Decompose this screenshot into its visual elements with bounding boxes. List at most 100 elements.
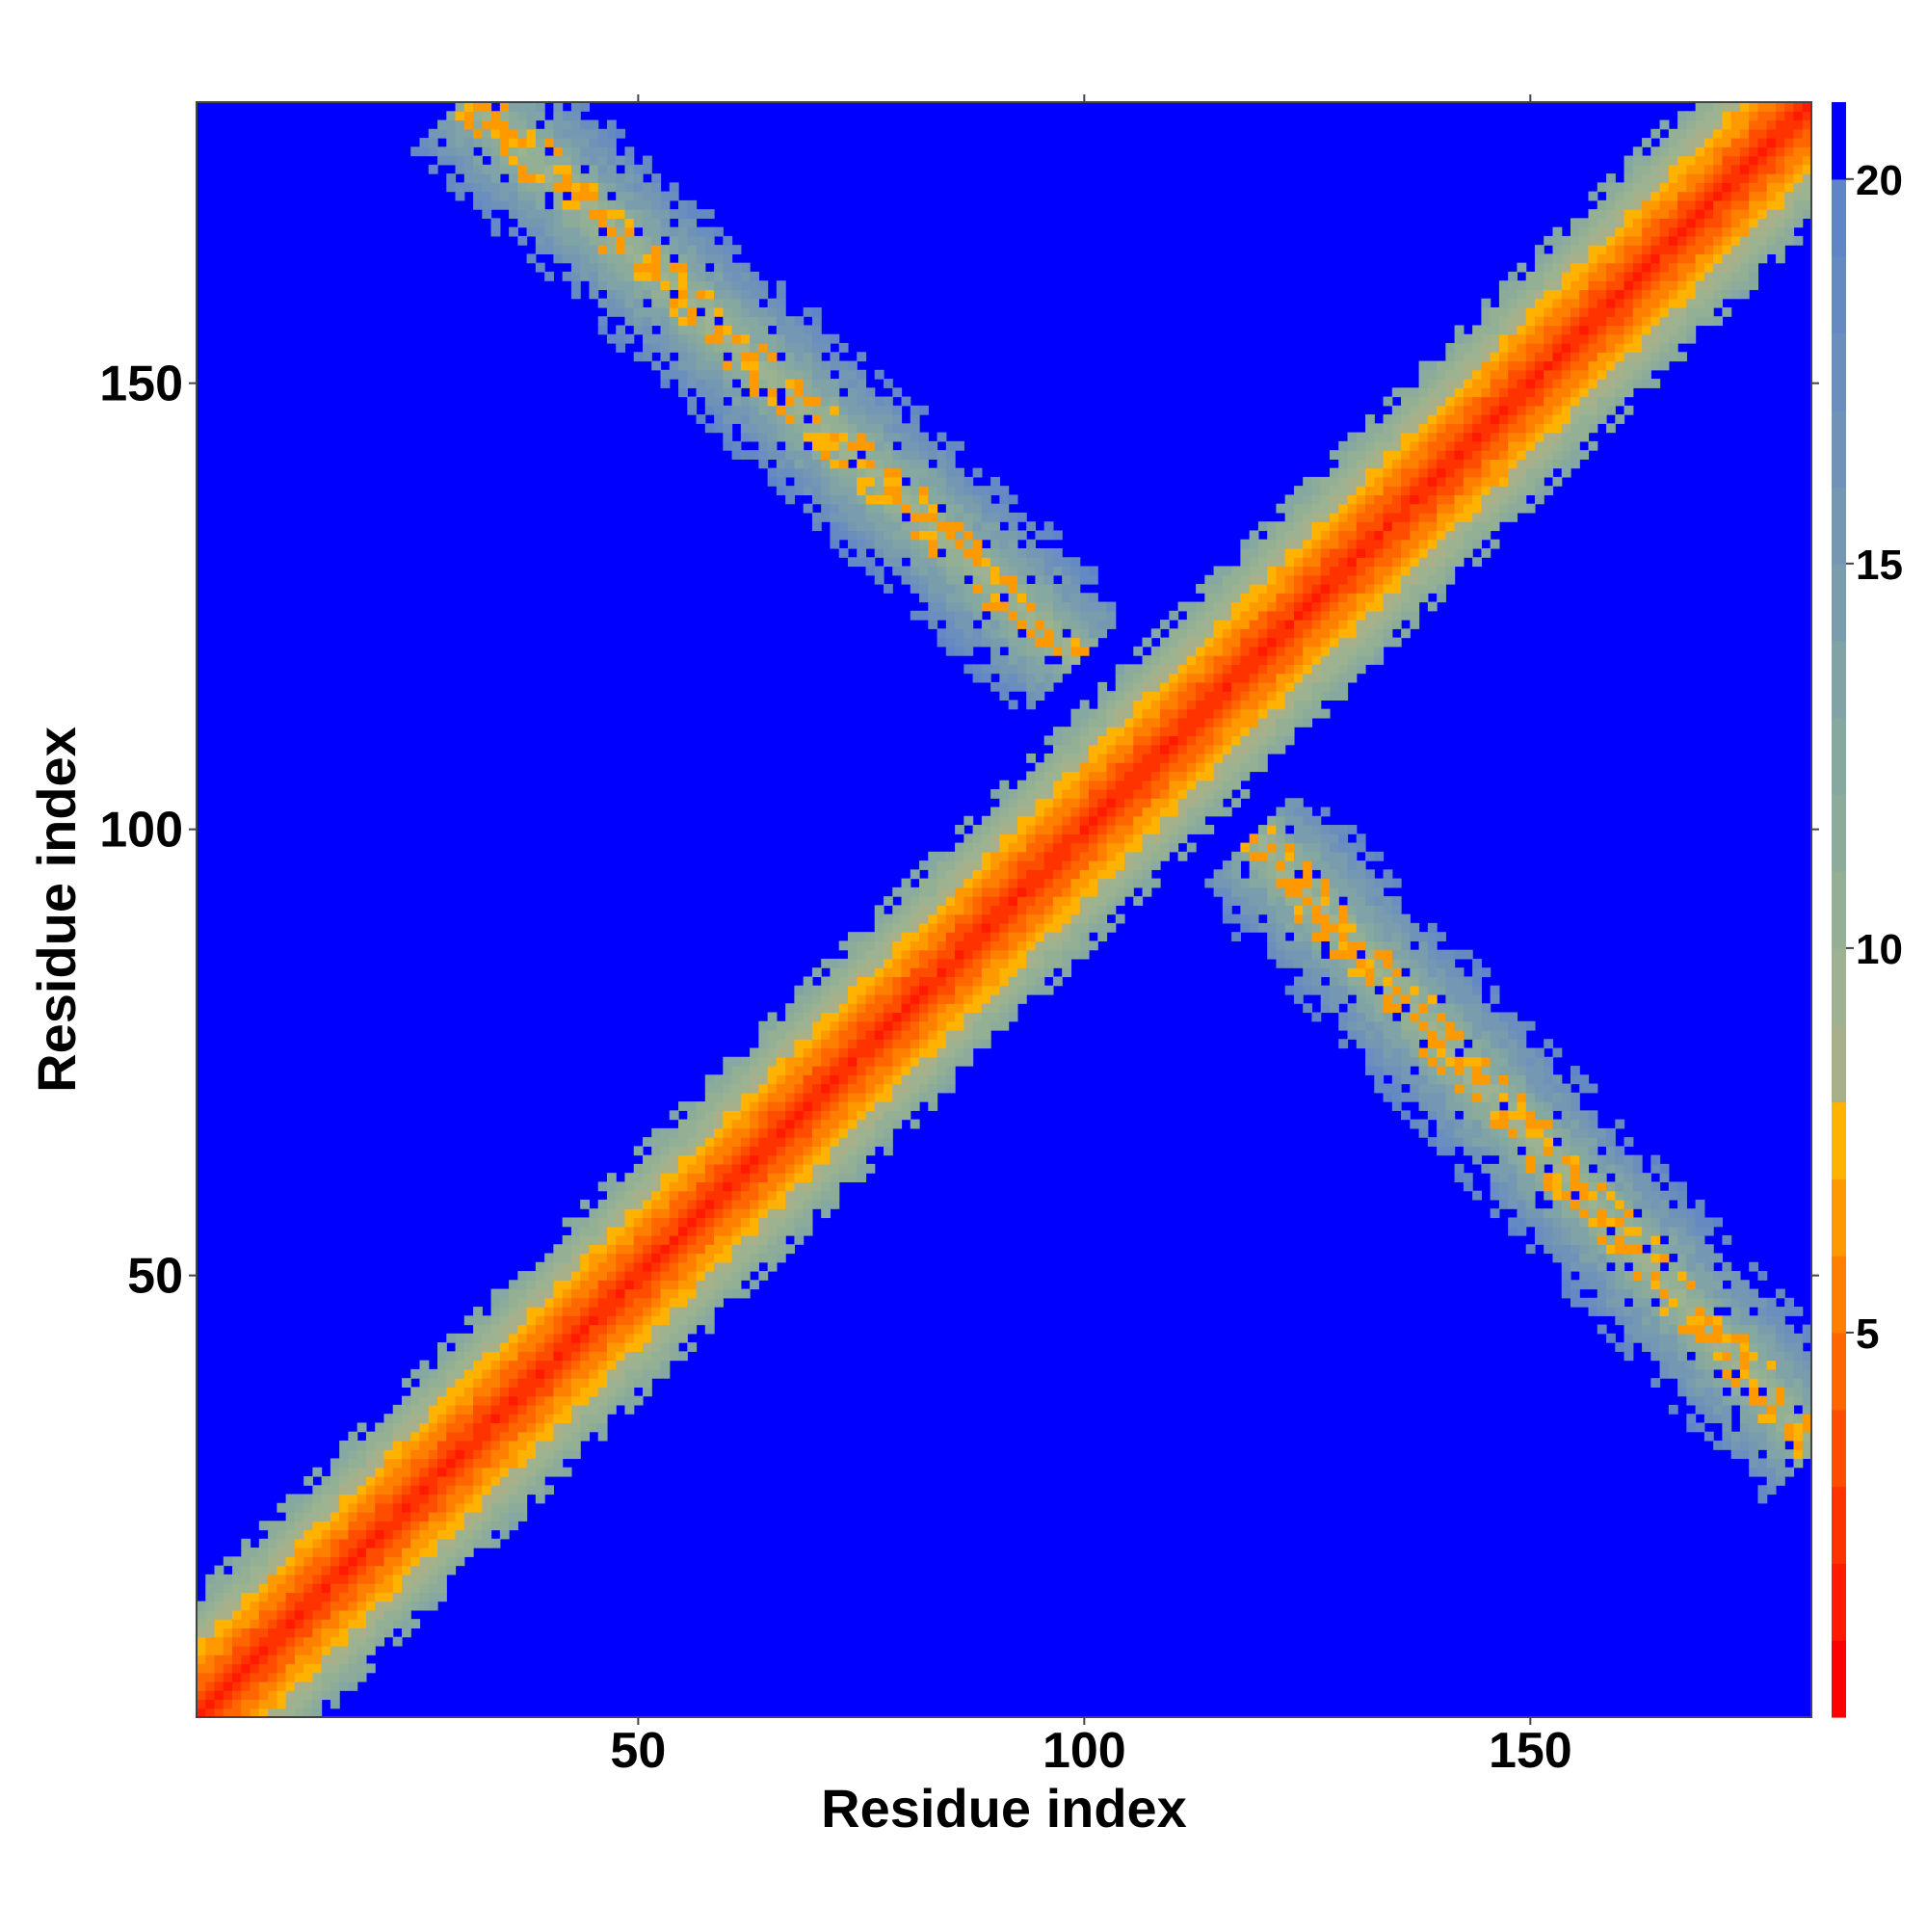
heatmap-cell (910, 459, 920, 469)
heatmap-cell (669, 1190, 679, 1201)
heatmap-cell (1186, 744, 1197, 754)
heatmap-cell (990, 842, 1000, 853)
heatmap-cell (758, 325, 769, 335)
heatmap-cell (767, 396, 778, 407)
heatmap-cell (892, 387, 903, 398)
heatmap-cell (955, 486, 964, 496)
heatmap-cell (463, 146, 474, 157)
heatmap-cell (1222, 601, 1232, 612)
heatmap-cell (731, 396, 742, 407)
heatmap-cell (562, 1431, 572, 1442)
heatmap-cell (1026, 700, 1037, 710)
heatmap-cell (1150, 878, 1161, 888)
heatmap-cell (1115, 762, 1125, 773)
heatmap-cell (1249, 922, 1259, 933)
heatmap-cell (294, 1556, 304, 1567)
heatmap-cell (838, 1012, 849, 1022)
heatmap-cell (1231, 673, 1241, 683)
heatmap-cell (339, 1592, 350, 1602)
heatmap-cell (606, 253, 617, 264)
heatmap-cell (803, 396, 813, 407)
heatmap-cell (624, 1226, 635, 1236)
heatmap-cell (375, 1538, 385, 1548)
heatmap-cell (794, 352, 805, 362)
heatmap-cell (509, 1414, 518, 1424)
heatmap-cell (258, 1707, 269, 1718)
heatmap-cell (1035, 762, 1045, 773)
heatmap-cell (1186, 807, 1197, 817)
heatmap-cell (857, 1137, 867, 1147)
heatmap-cell (437, 1467, 447, 1477)
heatmap-cell (544, 1378, 554, 1388)
heatmap-cell (1106, 771, 1117, 781)
heatmap-cell (526, 1315, 537, 1326)
heatmap-cell (250, 1556, 260, 1567)
heatmap-cell (776, 1039, 786, 1049)
heatmap-cell (517, 1271, 528, 1281)
heatmap-cell (838, 1146, 849, 1156)
heatmap-cell (919, 1066, 929, 1075)
heatmap-cell (821, 1199, 832, 1209)
heatmap-cell (544, 1449, 554, 1460)
heatmap-cell (589, 199, 599, 210)
heatmap-cell (847, 423, 858, 434)
heatmap-cell (1204, 628, 1215, 639)
heatmap-cell (1204, 744, 1215, 754)
heatmap-cell (1303, 949, 1313, 960)
heatmap-cell (339, 1449, 350, 1460)
heatmap-cell (597, 280, 608, 291)
heatmap-cell (1062, 637, 1072, 648)
heatmap-cell (937, 993, 947, 1004)
heatmap-cell (1052, 932, 1063, 942)
heatmap-cell (1213, 673, 1224, 683)
heatmap-cell (874, 1110, 884, 1121)
heatmap-cell (482, 1529, 492, 1540)
heatmap-cell (1303, 610, 1313, 621)
heatmap-cell (205, 1690, 216, 1701)
heatmap-cell (304, 1494, 313, 1504)
heatmap-cell (660, 1226, 671, 1236)
heatmap-cell (1303, 486, 1313, 496)
heatmap-cell (910, 1003, 920, 1014)
heatmap-cell (990, 788, 1000, 799)
heatmap-cell (1079, 932, 1090, 942)
heatmap-cell (1035, 825, 1045, 834)
heatmap-cell (294, 1512, 304, 1522)
heatmap-cell (1320, 708, 1331, 719)
heatmap-cell (874, 958, 884, 968)
heatmap-cell (847, 1066, 858, 1075)
heatmap-cell (1204, 655, 1215, 665)
heatmap-cell (419, 1494, 430, 1504)
heatmap-cell (740, 369, 751, 380)
heatmap-cell (847, 949, 858, 960)
heatmap-cell (589, 1404, 599, 1415)
heatmap-cell (1150, 744, 1161, 754)
heatmap-cell (428, 1431, 438, 1442)
heatmap-cell (794, 316, 805, 327)
heatmap-cell (1079, 851, 1090, 861)
heatmap-cell (437, 1529, 447, 1540)
heatmap-cell (392, 1636, 403, 1647)
heatmap-cell (410, 1449, 421, 1460)
heatmap-cell (1213, 574, 1224, 585)
heatmap-cell (830, 1163, 840, 1174)
heatmap-cell (509, 209, 518, 219)
heatmap-cell (304, 1574, 313, 1584)
heatmap-cell (830, 967, 840, 978)
heatmap-cell (1249, 664, 1259, 675)
heatmap-cell (678, 1234, 688, 1245)
heatmap-cell (687, 1190, 698, 1201)
heatmap-cell (865, 1012, 876, 1022)
heatmap-cell (955, 557, 964, 568)
heatmap-cell (1240, 557, 1251, 568)
heatmap-cell (785, 1146, 795, 1156)
heatmap-cell (633, 245, 644, 255)
heatmap-cell (990, 905, 1000, 915)
heatmap-cell (1052, 628, 1063, 639)
heatmap-cell (847, 557, 858, 568)
heatmap-cell (535, 1395, 545, 1406)
heatmap-cell (365, 1467, 376, 1477)
heatmap-cell (1284, 735, 1295, 746)
heatmap-cell (570, 164, 581, 174)
heatmap-cell (857, 503, 867, 514)
